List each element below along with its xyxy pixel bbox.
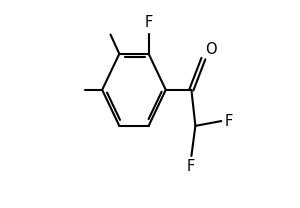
- Text: F: F: [187, 160, 195, 175]
- Text: F: F: [145, 15, 153, 30]
- Text: F: F: [224, 114, 232, 129]
- Text: O: O: [205, 42, 217, 57]
